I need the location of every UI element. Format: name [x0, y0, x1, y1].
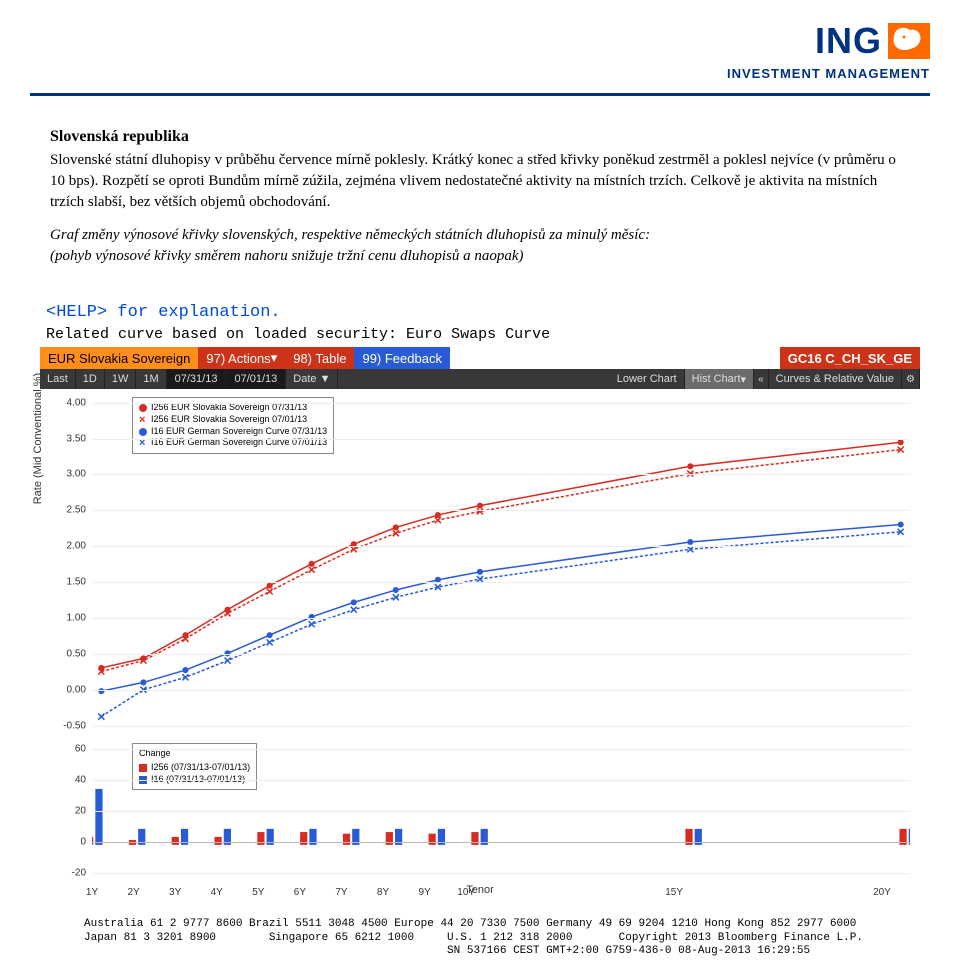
lower-legend: ChangeI256 (07/31/13-07/01/13)I16 (07/31… [132, 743, 257, 790]
y-tick: 60 [54, 744, 86, 755]
screen-title: GC16 C_CH_SK_GE [780, 347, 920, 369]
y-tick: 4.00 [54, 397, 86, 408]
upper-legend: I256 EUR Slovakia Sovereign 07/31/13×I25… [132, 397, 334, 454]
y-tick: -20 [54, 868, 86, 879]
date-1[interactable]: 07/31/13 [167, 369, 227, 389]
paragraph-1: Slovenské státní dluhopisy v průběhu čer… [50, 150, 910, 213]
y-tick: 0.50 [54, 649, 86, 660]
logo: ING INVESTMENT MANAGEMENT [727, 20, 930, 81]
date-label[interactable]: Date ▼ [286, 369, 338, 389]
y-tick: 1.00 [54, 613, 86, 624]
upper-chart: Rate (Mid Conventional %) I256 EUR Slova… [40, 389, 920, 739]
table-button[interactable]: 98) Table [285, 347, 354, 369]
section-title: Slovenská republika [50, 126, 910, 148]
y-tick: -0.50 [54, 721, 86, 732]
logo-subtitle: INVESTMENT MANAGEMENT [727, 66, 930, 81]
paragraph-2: Graf změny výnosové křivky slovenských, … [50, 225, 910, 267]
header-rule [30, 93, 930, 96]
y-tick: 20 [54, 806, 86, 817]
actions-menu[interactable]: 97) Actions▾ [198, 347, 285, 369]
y-tick: 2.00 [54, 541, 86, 552]
logo-text: ING [815, 20, 882, 62]
related-line: Related curve based on loaded security: … [40, 326, 920, 347]
lion-icon [888, 23, 930, 59]
y-tick: 3.50 [54, 433, 86, 444]
y-tick: 0 [54, 837, 86, 848]
tab-1m[interactable]: 1M [136, 369, 166, 389]
y-tick: 2.50 [54, 505, 86, 516]
y-tick: 3.00 [54, 469, 86, 480]
function-bar: EUR Slovakia Sovereign 97) Actions▾ 98) … [40, 347, 920, 369]
toolbar: Last 1D 1W 1M 07/31/13 07/01/13 Date ▼ L… [40, 369, 920, 389]
lower-chart: ChangeI256 (07/31/13-07/01/13)I16 (07/31… [40, 739, 920, 914]
chevron-left-icon[interactable]: « [754, 369, 769, 389]
bloomberg-terminal: <HELP> for explanation. Related curve ba… [40, 299, 920, 968]
x-axis-label: Tenor [40, 884, 920, 896]
terminal-footer: Australia 61 2 9777 8600 Brazil 5511 304… [40, 914, 920, 968]
y-axis-label: Rate (Mid Conventional %) [32, 373, 44, 504]
help-line: <HELP> for explanation. [40, 299, 920, 326]
header: ING INVESTMENT MANAGEMENT [0, 0, 960, 81]
lower-chart-label: Lower Chart [610, 369, 685, 389]
tab-1w[interactable]: 1W [105, 369, 137, 389]
feedback-button[interactable]: 99) Feedback [354, 347, 450, 369]
tab-1d[interactable]: 1D [76, 369, 105, 389]
y-tick: 0.00 [54, 685, 86, 696]
tab-last[interactable]: Last [40, 369, 76, 389]
security-name[interactable]: EUR Slovakia Sovereign [40, 347, 198, 369]
curves-button[interactable]: Curves & Relative Value [769, 369, 902, 389]
gear-icon[interactable]: ⚙ [902, 369, 920, 389]
y-tick: 1.50 [54, 577, 86, 588]
document-text: Slovenská republika Slovenské státní dlu… [0, 126, 960, 299]
y-tick: 40 [54, 775, 86, 786]
hist-chart-select[interactable]: Hist Chart ▾ [685, 369, 754, 389]
date-2[interactable]: 07/01/13 [226, 369, 286, 389]
